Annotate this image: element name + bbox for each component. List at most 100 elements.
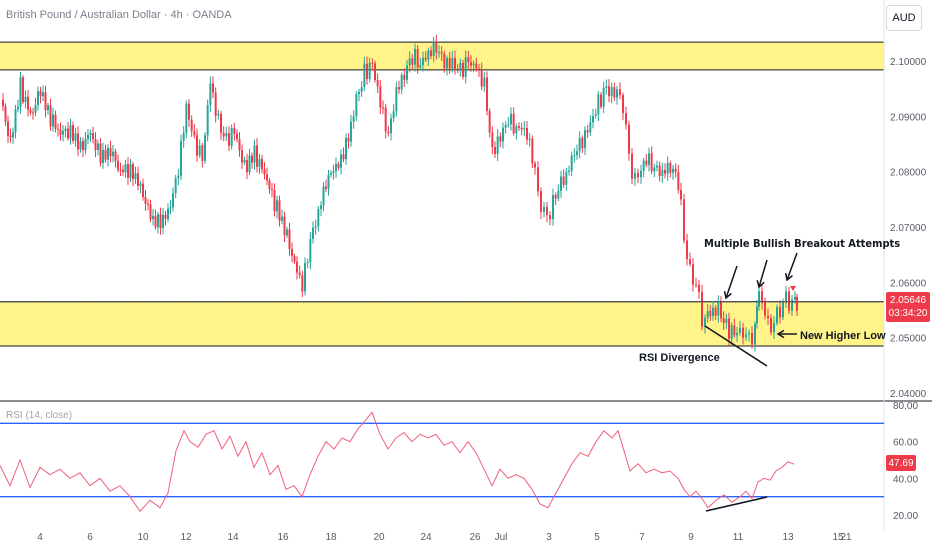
candle-body <box>706 310 709 319</box>
candle-body <box>782 302 784 318</box>
candle <box>347 132 350 149</box>
candle <box>728 312 730 346</box>
candle-body <box>127 164 129 178</box>
candle-body <box>552 194 554 220</box>
candle <box>512 107 515 136</box>
candle-body <box>352 116 355 122</box>
candle <box>342 147 345 163</box>
arrow-head <box>756 280 765 289</box>
candle-body <box>472 63 475 66</box>
candle-body <box>634 172 636 179</box>
candle <box>238 132 241 157</box>
currency-button[interactable]: AUD <box>886 5 922 31</box>
candle-body <box>470 62 472 66</box>
candle-body <box>537 167 539 192</box>
candle <box>403 68 406 88</box>
candle-body <box>648 153 650 165</box>
candle <box>664 163 666 179</box>
candle-body <box>608 86 610 97</box>
candle <box>345 133 347 165</box>
candle-body <box>258 158 261 167</box>
candle <box>608 79 610 103</box>
candle-body <box>342 154 345 160</box>
candle <box>440 46 443 61</box>
candle <box>586 124 589 138</box>
candle-body <box>656 165 658 168</box>
candle <box>220 111 222 140</box>
candle-body <box>518 126 520 128</box>
arrow-annotation <box>776 329 797 339</box>
arrow-shaft <box>786 252 798 281</box>
candle <box>314 219 317 235</box>
candle-body <box>77 133 79 150</box>
candle <box>312 221 314 244</box>
candle-body <box>72 125 74 141</box>
candle-body <box>650 153 653 172</box>
candle-body <box>640 170 642 178</box>
candle <box>666 156 669 181</box>
last-price-value: 2.05646 <box>889 295 927 306</box>
candle <box>459 58 462 77</box>
candle-body <box>515 126 518 134</box>
candle-body <box>578 137 581 152</box>
candle <box>32 107 34 120</box>
rsi-indicator-label: RSI (14, close) <box>6 410 73 421</box>
candle-body <box>19 77 22 107</box>
candle-body <box>79 141 82 150</box>
candle-body <box>616 89 618 98</box>
candle <box>332 164 335 180</box>
candle <box>167 203 169 223</box>
candle-body <box>371 62 374 64</box>
candle-body <box>114 151 117 161</box>
candle <box>537 161 539 197</box>
candle <box>363 56 366 92</box>
candle <box>134 166 137 184</box>
candle-body <box>387 131 390 134</box>
candle <box>504 121 507 134</box>
candle <box>335 157 337 178</box>
candle <box>480 62 483 91</box>
candle-body <box>581 137 584 149</box>
candle-body <box>159 214 162 229</box>
candle-body <box>4 106 7 122</box>
bar-countdown: 03:34:20 <box>888 308 928 319</box>
annotation-breakout-attempts: Multiple Bullish Breakout Attempts <box>704 237 900 250</box>
candle <box>74 127 77 147</box>
candle-body <box>403 74 406 80</box>
candle <box>622 92 624 121</box>
candle <box>549 211 551 226</box>
candle <box>256 138 258 173</box>
candle-body <box>502 127 504 142</box>
candle <box>515 123 518 140</box>
candle <box>350 114 352 147</box>
candle-body <box>358 91 360 95</box>
candle <box>494 141 496 159</box>
candle <box>251 152 253 169</box>
candle-body <box>446 58 448 69</box>
candle-body <box>496 136 499 154</box>
y-tick-label: 2.09000 <box>890 112 927 123</box>
candle-body <box>438 52 440 54</box>
candle-body <box>440 52 443 54</box>
candle-body <box>44 92 47 111</box>
candle-body <box>576 151 578 156</box>
candle-body <box>565 171 568 185</box>
candle-body <box>177 175 180 179</box>
candle <box>597 90 600 122</box>
candle-body <box>320 205 322 210</box>
candle-body <box>14 109 17 133</box>
candle <box>767 308 769 325</box>
candle <box>84 131 87 155</box>
rsi-trendline <box>705 496 768 512</box>
candle <box>225 126 228 141</box>
candle <box>243 156 246 166</box>
candle <box>674 163 677 178</box>
candle-body <box>419 64 422 68</box>
candle <box>565 167 568 191</box>
candle <box>602 81 605 114</box>
candle <box>658 161 661 182</box>
candle <box>57 123 59 137</box>
candle <box>701 284 703 331</box>
candle <box>39 86 42 104</box>
